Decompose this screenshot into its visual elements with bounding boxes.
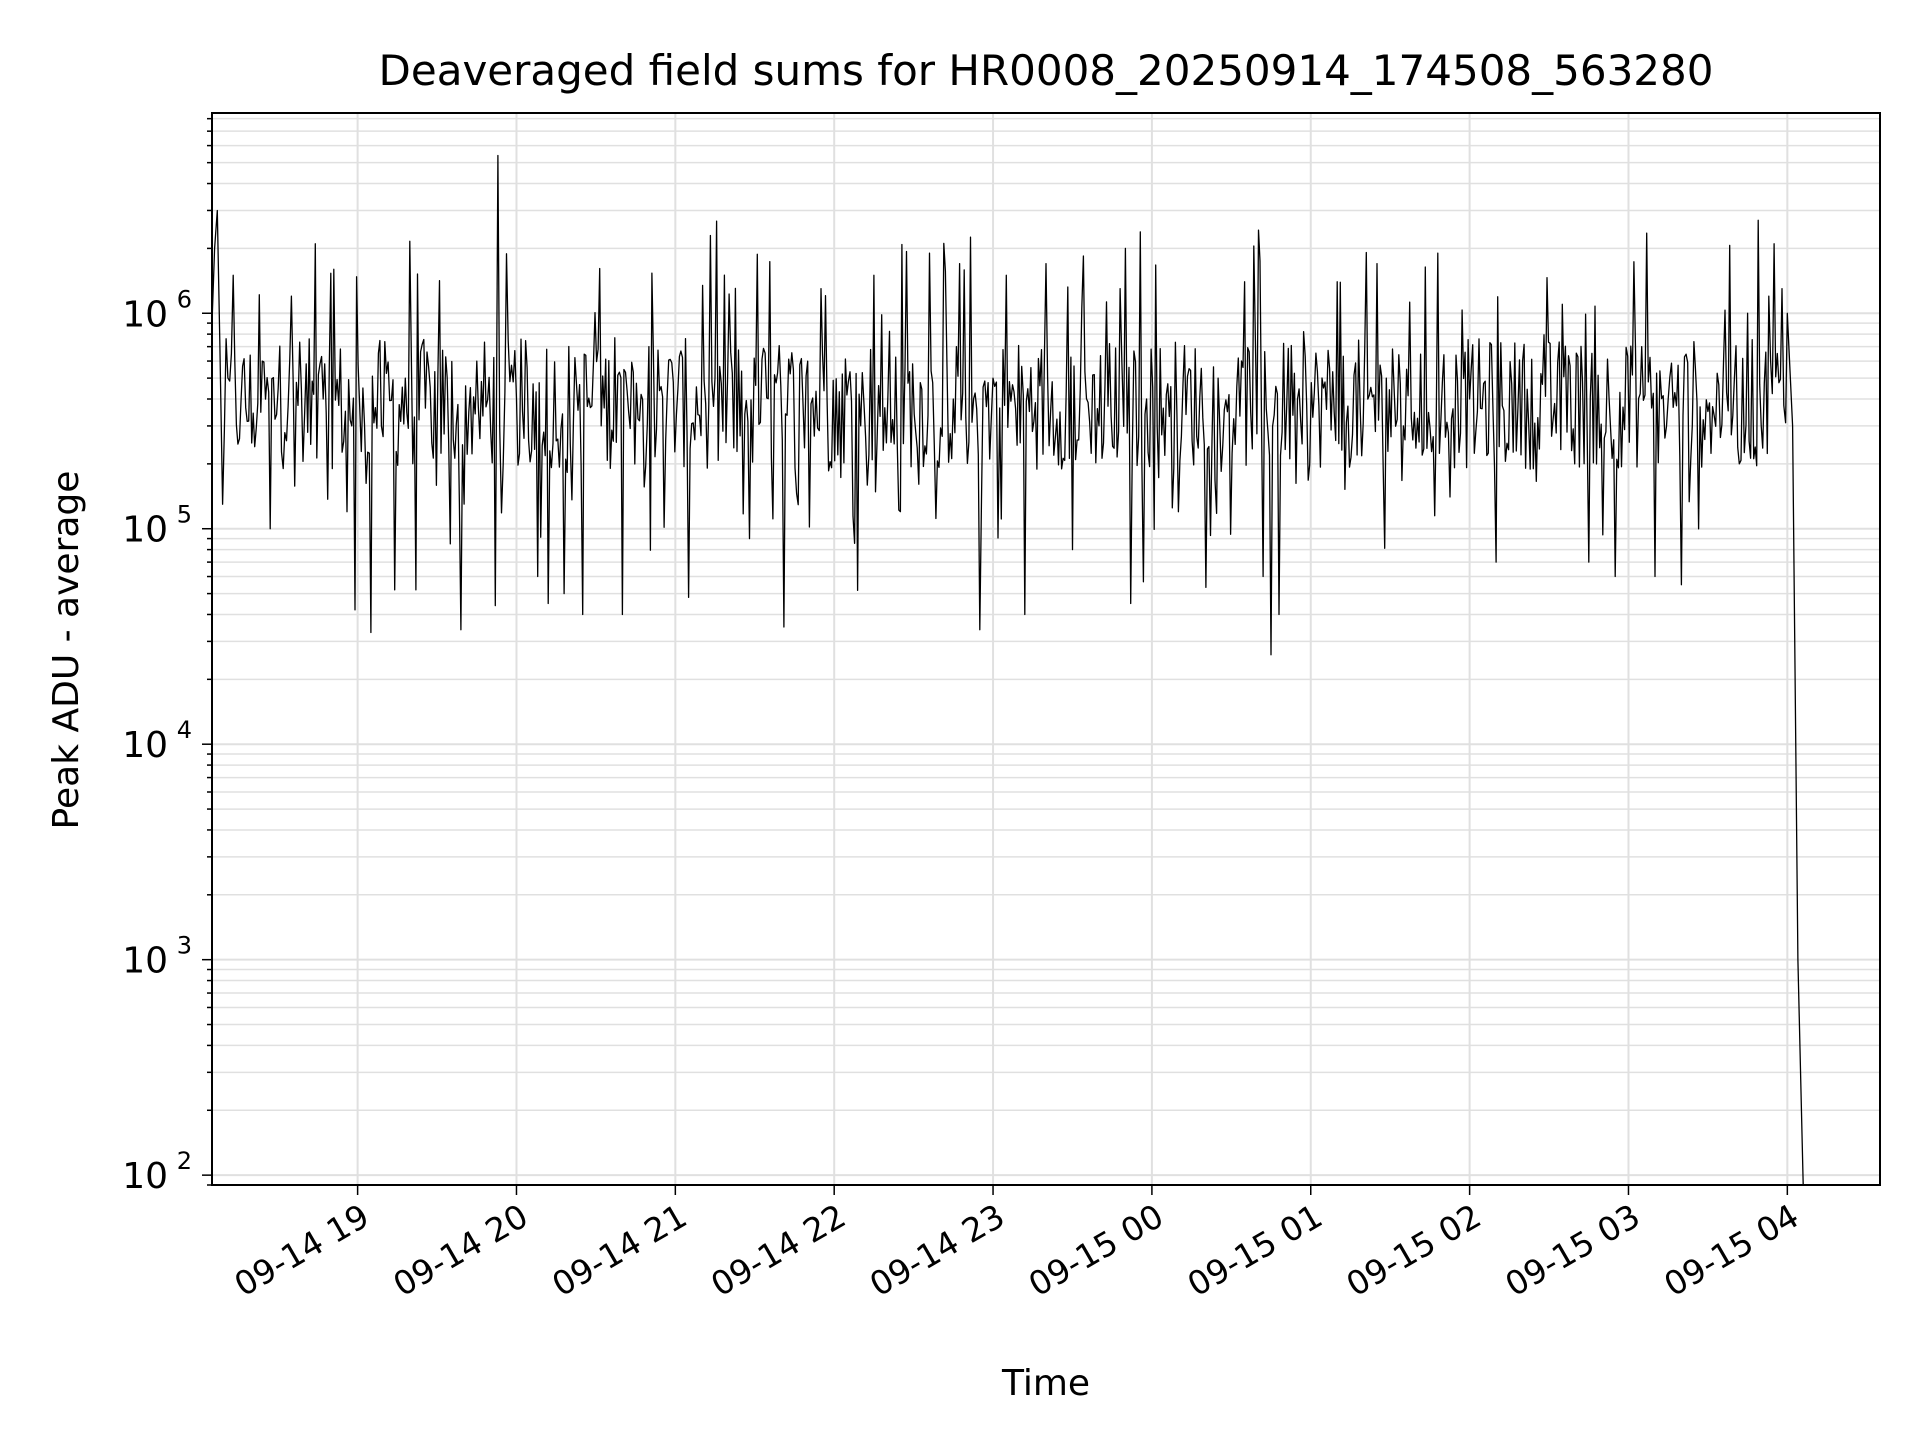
y-tick-label: 10: [122, 510, 168, 551]
grid-lines: [212, 113, 1880, 1186]
x-axis-label: Time: [1001, 1363, 1090, 1404]
y-tick-base: 10: [122, 725, 168, 766]
y-tick-label: 10: [122, 1156, 168, 1197]
y-tick-label: 10: [122, 294, 168, 335]
plot-frame: [211, 112, 1881, 1186]
series-line: [211, 154, 1804, 1186]
y-tick-exponent: 3: [177, 932, 192, 960]
y-tick-base: 10: [122, 941, 168, 982]
y-tick-base: 10: [122, 294, 168, 335]
y-tick-exponent: 4: [177, 716, 192, 744]
series-line-group: [211, 154, 1804, 1186]
y-tick-label: 10: [122, 941, 168, 982]
y-tick-label: 10: [122, 725, 168, 766]
y-axis-ticks: 10 2 10 3 10 4 10 5 10 6: [122, 117, 212, 1197]
chart-title: Deaveraged field sums for HR0008_2025091…: [379, 46, 1714, 95]
y-tick-exponent: 2: [177, 1147, 192, 1175]
y-tick-base: 10: [122, 510, 168, 551]
y-tick-base: 10: [122, 1156, 168, 1197]
y-tick-exponent: 6: [177, 285, 192, 313]
y-axis-label: Peak ADU - average: [46, 471, 87, 830]
y-tick-exponent: 5: [177, 501, 192, 529]
